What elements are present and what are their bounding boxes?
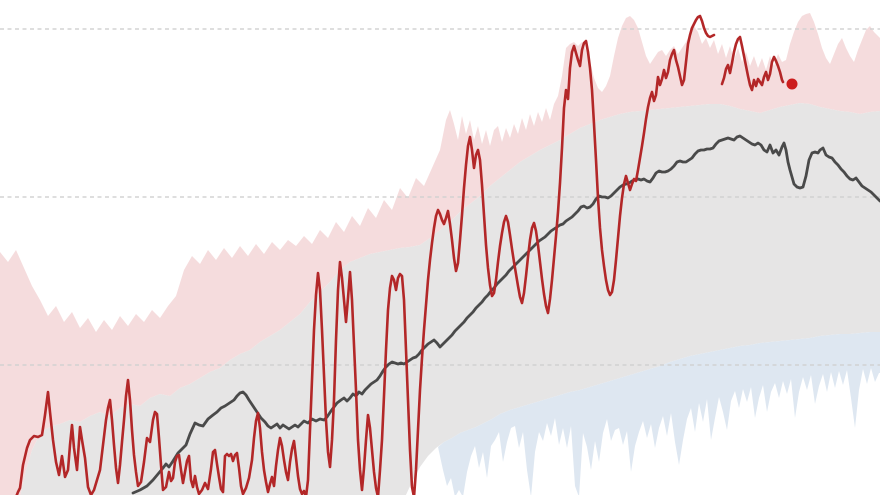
pink-band-polygon [0, 13, 880, 495]
average-line [131, 134, 880, 495]
latest-point-marker [786, 78, 798, 90]
average-line-path [131, 134, 880, 495]
latest-point-dot [786, 78, 798, 90]
observed-line-path-1 [15, 14, 716, 495]
pink-band-area [0, 13, 880, 495]
observed-line [15, 14, 785, 495]
observed-line-path-2 [720, 35, 785, 92]
blue-band-polygon [438, 332, 880, 495]
blue-band-area [438, 332, 880, 495]
